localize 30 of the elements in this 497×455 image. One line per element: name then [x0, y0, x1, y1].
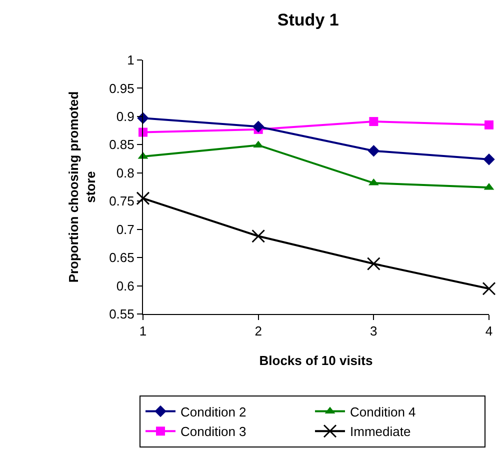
legend-label: Condition 3	[180, 424, 246, 440]
point	[483, 153, 495, 166]
y-tick-label: 0.7	[116, 222, 134, 237]
point	[482, 282, 496, 296]
y-tick-label: 0.9	[116, 108, 134, 124]
x-axis-title: Blocks of 10 visits	[259, 353, 373, 368]
point	[369, 117, 378, 126]
x-tick-label: 2	[254, 324, 262, 339]
y-tick-label: 0.85	[109, 137, 134, 152]
y-tick-label: 1	[127, 52, 134, 68]
x-tick-label: 3	[370, 324, 378, 339]
x-tick-label: 4	[485, 324, 493, 339]
legend-label: Condition 2	[180, 404, 246, 420]
point	[136, 192, 150, 206]
point	[366, 257, 380, 271]
x-tick-label: 1	[139, 324, 147, 339]
point	[252, 229, 266, 243]
legend-label: Condition 4	[350, 404, 416, 420]
legend-label: Immediate	[350, 424, 411, 440]
chart-title: Study 1	[277, 10, 339, 30]
y-tick-label: 0.6	[116, 278, 134, 294]
y-tick-label: 0.95	[109, 80, 134, 96]
y-tick-label: 0.8	[116, 165, 134, 180]
y-tick-label: 0.65	[109, 250, 134, 266]
point	[484, 120, 494, 130]
y-axis-title: Proportion choosing promoted store	[66, 91, 98, 283]
y-tick-label: 0.55	[109, 306, 134, 322]
y-tick-label: 0.75	[109, 194, 134, 209]
point	[368, 145, 380, 157]
point	[252, 120, 264, 132]
